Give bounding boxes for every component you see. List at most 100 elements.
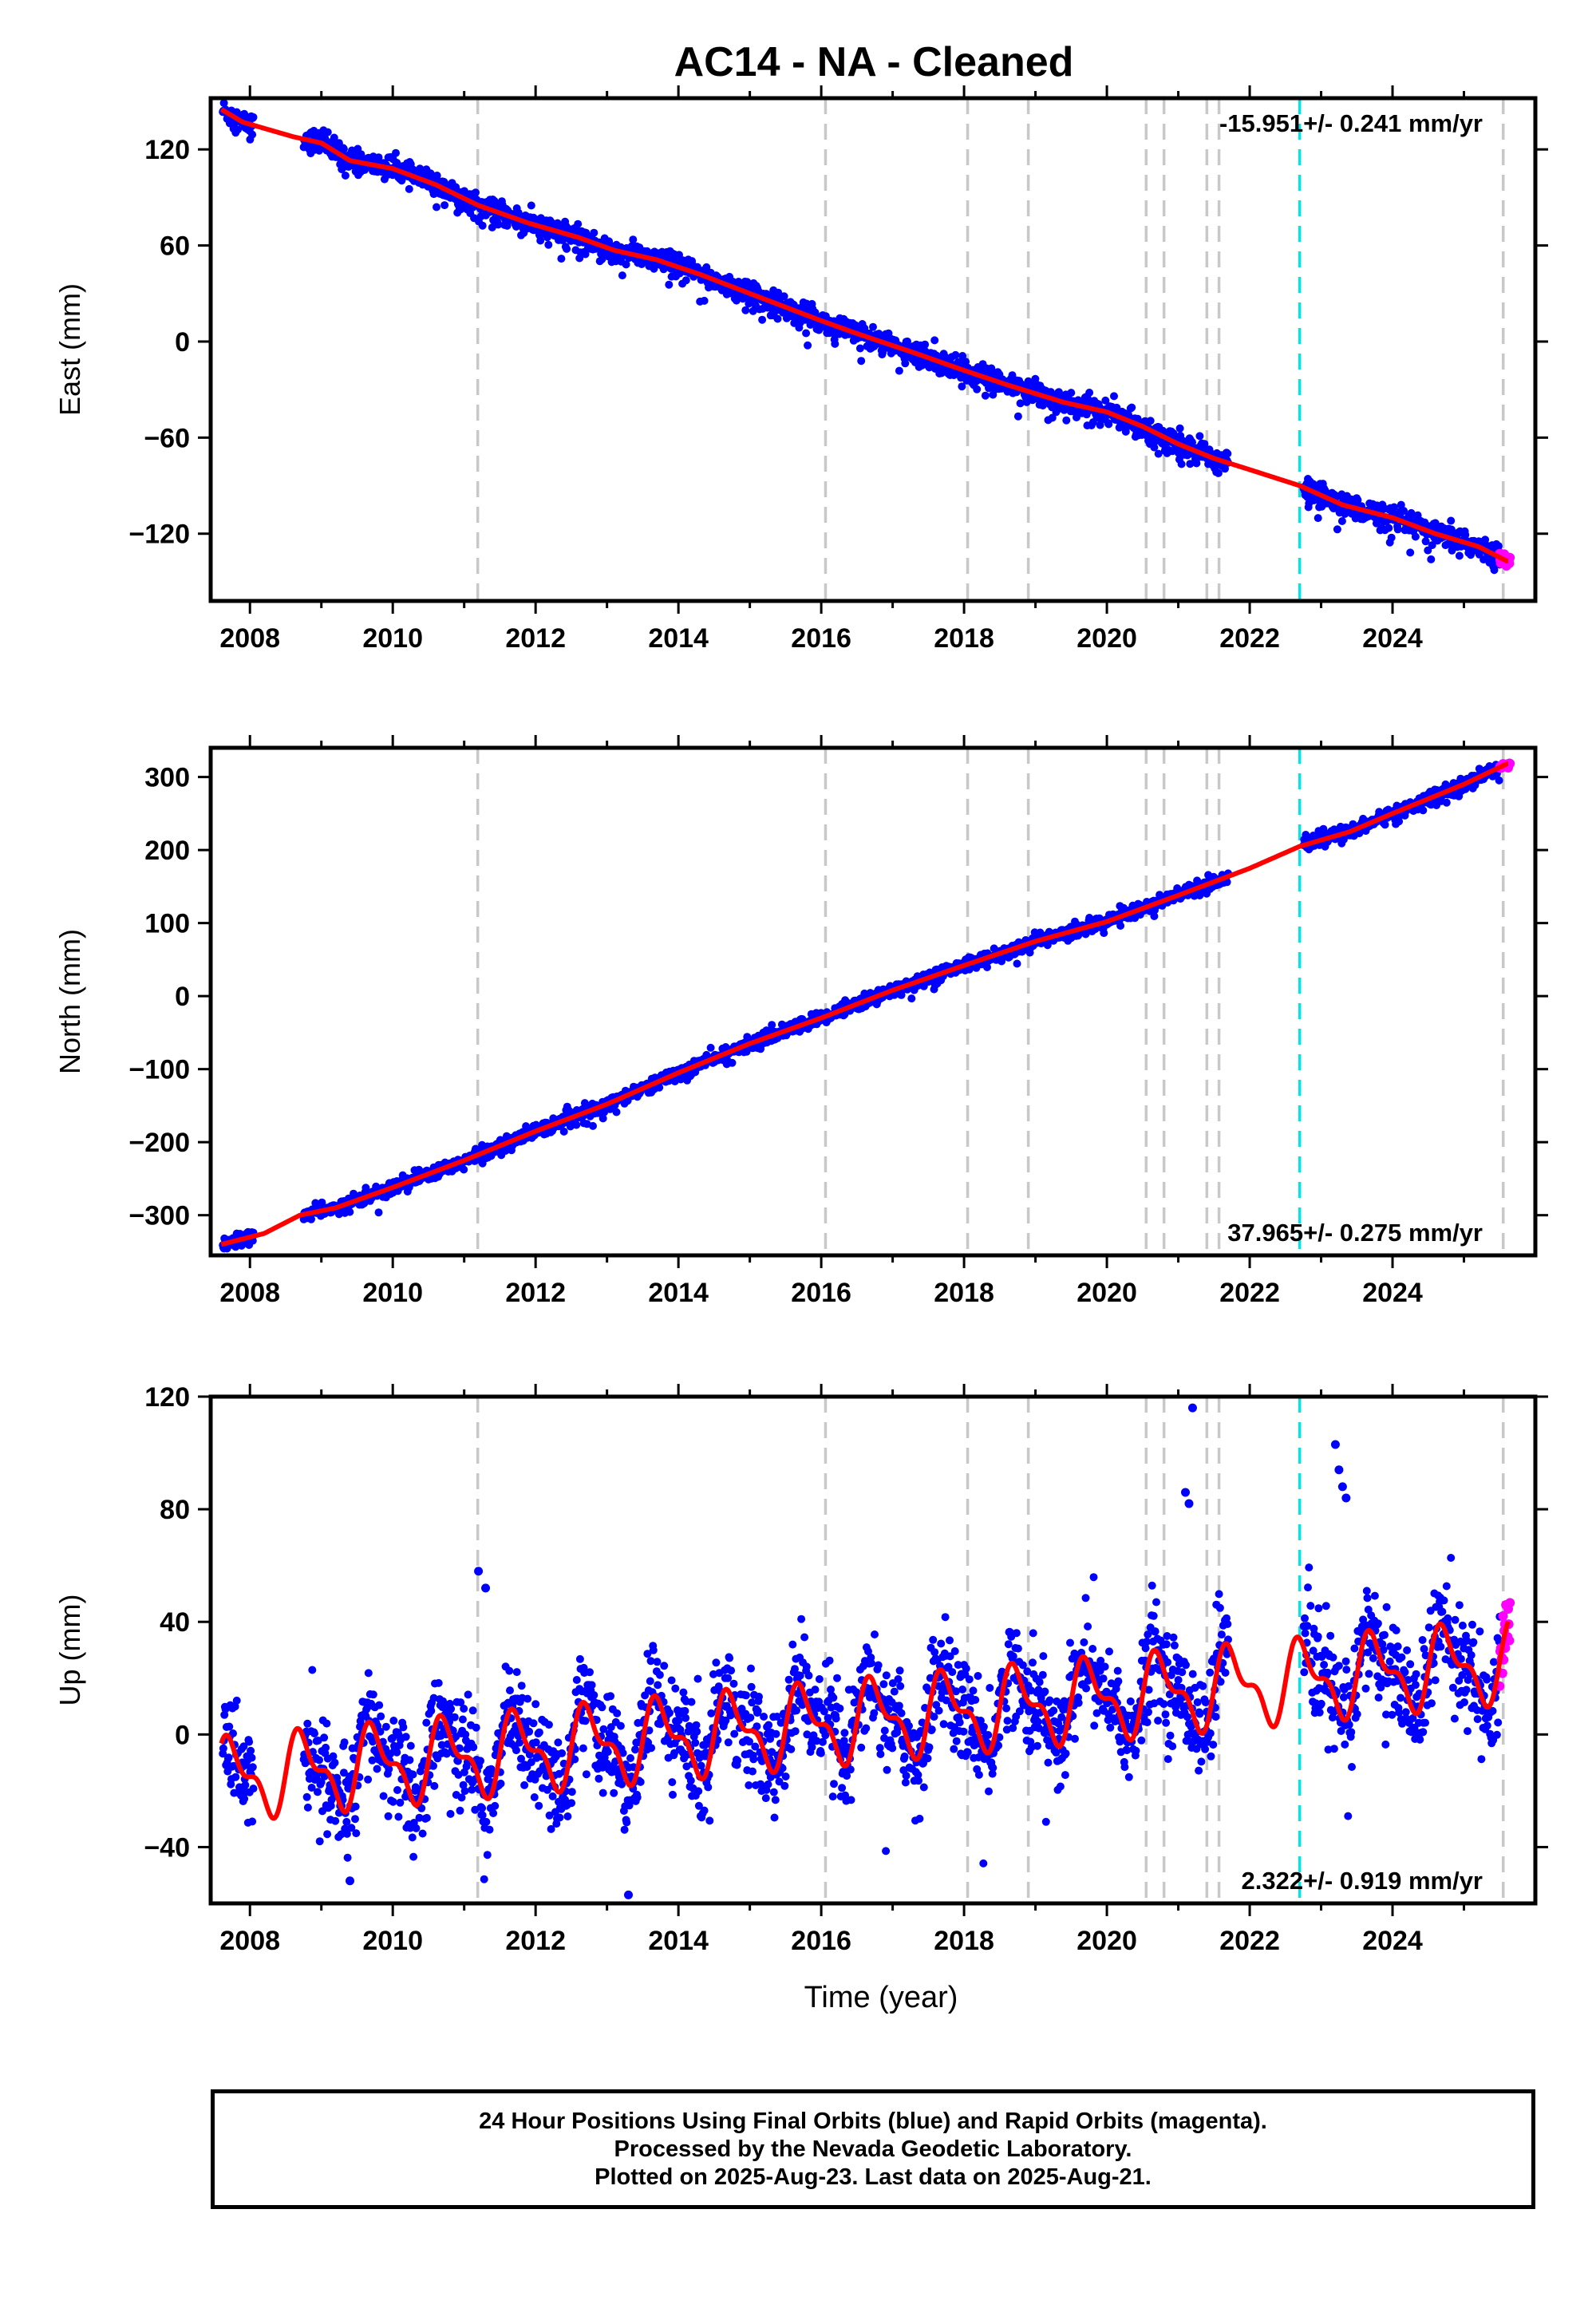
data-point [543,233,551,242]
y-tick-label: 60 [160,231,190,262]
data-point [330,133,338,142]
data-point [392,148,400,157]
data-point [331,1816,340,1825]
data-point [450,1713,459,1721]
data-point [409,1770,417,1779]
data-point [1490,566,1499,575]
data-point [1314,514,1322,523]
data-point [1372,519,1381,528]
data-point [384,1812,393,1820]
data-point [456,1806,464,1815]
data-point [341,172,350,180]
data-point [1387,533,1396,542]
data-point [389,1797,397,1806]
data-point [563,244,571,253]
data-point [930,336,939,345]
data-point [399,1723,408,1732]
data-point [1214,468,1223,477]
data-point [485,1825,494,1834]
data-point [1096,421,1104,429]
data-point [572,1676,581,1684]
data-point [460,1787,469,1796]
y-tick-label: 0 [175,982,190,1012]
data-point [962,358,970,366]
y-tick-label: 0 [175,327,190,358]
data-point [1481,536,1490,544]
data-point [375,1701,384,1709]
x-tick-label: 2010 [362,623,423,654]
data-point [379,1792,388,1800]
data-point [512,1746,520,1755]
data-point [323,128,332,136]
data-point [369,1690,377,1699]
data-point [1381,820,1389,829]
model-curve [219,107,1508,563]
x-tick-label: 2016 [791,1278,851,1308]
x-tick-label: 2012 [505,623,566,654]
data-point [408,1833,417,1842]
data-point [405,1756,414,1765]
panel-north: 2008 2010 2012 2014 2016 2018 2020 2022 2024−300… [53,735,1548,1308]
data-point [377,1712,385,1721]
y-tick-label: −300 [128,1201,190,1231]
data-point [505,1666,514,1675]
data-point [706,1043,715,1052]
data-point [665,280,674,289]
data-point [1128,403,1136,412]
data-point [426,169,435,178]
y-tick-label: 120 [144,135,190,165]
data-point [536,236,545,245]
data-point [303,1803,312,1812]
data-point [1101,396,1110,405]
y-tick-label: −200 [128,1128,190,1158]
data-point [581,250,590,259]
data-point [558,1749,567,1757]
data-point [1406,548,1415,557]
data-point [458,1715,467,1724]
data-point [531,1700,540,1709]
data-point [219,99,228,108]
data-point [418,1829,427,1838]
data-point [1427,555,1436,563]
data-point [520,1780,529,1789]
data-point [346,1207,354,1216]
data-point [1110,392,1118,401]
data-point [234,125,242,134]
data-point [322,1743,330,1752]
data-point [248,1763,257,1772]
data-point [514,208,523,217]
data-point [396,1798,405,1807]
data-point [247,1753,256,1762]
data-point [225,1722,234,1731]
data-point [394,1812,403,1821]
data-point [315,1837,324,1846]
y-axis-label: North (mm) [53,929,86,1074]
data-point [1154,449,1163,458]
x-tick-label: 2018 [934,1278,994,1308]
data-point [555,1813,564,1822]
data-point [567,1799,576,1808]
data-point [232,1696,241,1705]
panel-frame [208,96,1538,603]
data-point [702,263,711,271]
data-point [895,366,903,375]
data-point [535,1728,543,1737]
data-point [802,329,811,338]
data-point [875,330,883,338]
x-tick-label: 2012 [505,1278,566,1308]
data-point [1495,776,1503,785]
data-point [433,203,440,211]
panel-east: 2008 2010 2012 2014 2016 2018 2020 2022 2024−120… [53,85,1548,654]
data-point [544,1721,553,1729]
data-point [973,385,982,393]
data-point [351,1802,360,1811]
data-point [773,314,782,323]
data-point [506,1686,514,1695]
data-point [907,994,916,1003]
data-point [393,1786,401,1794]
data-point [958,382,966,391]
data-point [323,1830,332,1839]
data-point [494,220,503,229]
data-point [307,1215,315,1223]
data-point [921,340,930,349]
